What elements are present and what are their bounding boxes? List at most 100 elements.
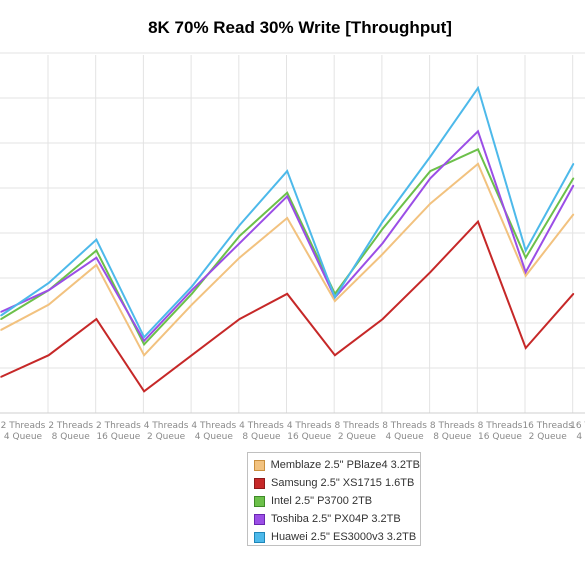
data-point-intel [524,256,527,259]
data-point-intel [477,148,479,151]
x-tick-label-threads: 4 Threads [191,421,236,431]
data-point-intel [95,249,98,252]
legend-swatch-huawei [254,531,265,543]
chart-title: 8K 70% Read 30% Write [Throughput] [148,18,452,37]
x-tick-label-threads: 2 Threads [1,421,46,431]
data-point-memblaze [381,253,384,255]
series-line-toshiba [0,129,575,343]
data-point-huawei [572,163,575,165]
data-point-memblaze [572,213,575,216]
x-tick-label-queue: 2 Queue [529,432,568,442]
legend-swatch-samsung [254,477,265,489]
data-point-toshiba [47,289,50,292]
x-tick-label-queue: 8 Queue [242,432,281,442]
data-point-memblaze [238,256,241,259]
data-point-huawei [286,170,289,172]
legend-label-samsung: Samsung 2.5" XS1715 1.6TB [271,477,415,489]
data-point-samsung [0,376,2,378]
data-point-toshiba [191,289,193,292]
x-tick-label-threads: 16 Threads [570,421,585,431]
data-point-samsung [381,318,384,320]
data-point-samsung [238,318,241,320]
data-point-intel [191,293,193,295]
data-point-huawei [0,314,2,317]
x-tick-label-queue: 2 Queue [147,432,186,442]
legend-label-intel: Intel 2.5" P3700 2TB [271,495,373,507]
data-point-toshiba [238,242,241,245]
x-tick-label-threads: 8 Threads [478,421,523,431]
data-point-samsung [143,390,145,393]
x-tick-label-queue: 4 Queue [386,432,425,442]
data-point-memblaze [524,274,527,277]
data-point-memblaze [191,303,193,306]
x-tick-label-threads: 16 Threads [522,421,573,431]
legend-item-toshiba[interactable]: Toshiba 2.5" PX04P 3.2TB [254,510,420,528]
data-point-samsung [429,271,432,273]
series-line-huawei [0,85,575,339]
legend-item-memblaze[interactable]: Memblaze 2.5" PBlaze4 3.2TB [254,456,420,474]
data-point-samsung [477,220,479,223]
data-point-toshiba [572,184,575,187]
data-point-samsung [191,354,193,357]
chart-legend: Memblaze 2.5" PBlaze4 3.2TB Samsung 2.5"… [247,452,421,546]
data-point-toshiba [0,311,2,313]
data-point-intel [572,177,575,180]
legend-item-intel[interactable]: Intel 2.5" P3700 2TB [254,492,420,510]
data-point-memblaze [286,217,289,219]
legend-swatch-intel [254,495,265,507]
grid-layer [0,52,585,414]
data-point-huawei [95,238,98,241]
data-point-memblaze [0,329,2,331]
data-point-intel [381,228,384,230]
x-tick-label-threads: 8 Threads [430,421,475,431]
data-point-toshiba [286,195,289,198]
x-tick-label-queue: 4 Queue [4,432,43,442]
data-point-huawei [238,224,241,227]
data-point-huawei [334,296,336,299]
data-point-intel [286,191,289,194]
data-point-memblaze [95,264,98,266]
data-point-toshiba [143,339,145,342]
legend-label-memblaze: Memblaze 2.5" PBlaze4 3.2TB [270,459,420,471]
x-tick-label-queue: 8 Queue [433,432,472,442]
x-tick-label-threads: 4 Threads [239,421,284,431]
data-point-toshiba [429,177,432,180]
x-tick-label-queue: 2 Queue [338,432,377,442]
x-tick-label-threads: 4 Threads [287,421,332,431]
data-point-samsung [286,293,289,295]
data-point-memblaze [334,300,336,302]
data-point-samsung [524,347,527,349]
legend-swatch-memblaze [254,459,265,471]
data-point-samsung [47,354,50,357]
data-point-memblaze [143,354,145,357]
data-point-toshiba [381,242,384,245]
x-tick-label-threads: 8 Threads [335,421,380,431]
x-tick-label-queue: 4 Queue [576,432,585,442]
data-point-intel [0,318,2,320]
data-point-memblaze [47,303,50,306]
legend-label-toshiba: Toshiba 2.5" PX04P 3.2TB [271,513,401,525]
data-point-huawei [143,336,145,338]
data-point-huawei [381,220,384,223]
data-point-memblaze [429,202,432,205]
series-layer [0,85,575,393]
legend-item-huawei[interactable]: Huawei 2.5" ES3000v3 3.2TB [254,528,420,546]
x-tick-label-queue: 16 Queue [478,432,522,442]
data-point-huawei [524,249,527,252]
legend-item-samsung[interactable]: Samsung 2.5" XS1715 1.6TB [254,474,420,492]
data-point-samsung [95,318,98,320]
x-tick-label-threads: 8 Threads [382,421,427,431]
x-tick-label-queue: 8 Queue [52,432,91,442]
legend-swatch-toshiba [254,513,265,525]
x-tick-label-threads: 2 Threads [96,421,141,431]
data-point-toshiba [477,130,479,133]
data-point-memblaze [477,163,479,165]
data-point-samsung [334,354,336,357]
legend-label-huawei: Huawei 2.5" ES3000v3 3.2TB [271,531,417,543]
x-tick-label-queue: 4 Queue [195,432,234,442]
data-point-toshiba [524,271,527,273]
data-point-huawei [477,87,479,89]
data-point-toshiba [95,256,98,259]
